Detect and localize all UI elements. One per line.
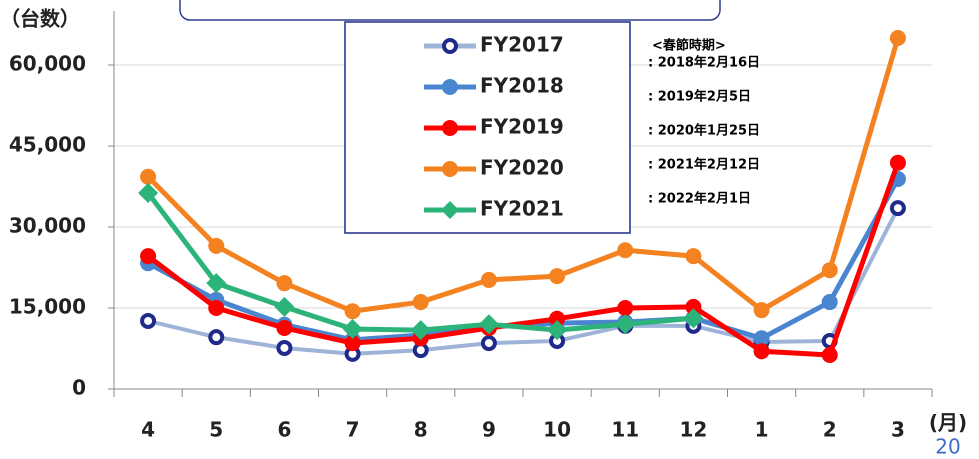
marker: [549, 310, 566, 327]
marker: [276, 339, 293, 356]
x-tick-label: 9: [482, 418, 496, 442]
title-box: [179, 0, 721, 21]
marker: [274, 296, 295, 317]
legend-marker: [442, 120, 458, 136]
y-tick-label: 0: [72, 376, 86, 400]
marker: [547, 320, 568, 341]
marker: [276, 275, 293, 292]
x-tick-label: 8: [414, 418, 428, 442]
y-tick-label: 60,000: [9, 52, 86, 76]
marker: [140, 312, 157, 329]
x-tick-label: 1: [755, 418, 769, 442]
marker: [478, 314, 499, 335]
legend-marker: [442, 79, 458, 95]
marker: [683, 308, 704, 329]
legend-label: FY2020: [480, 156, 564, 180]
marker: [206, 273, 227, 294]
x-tick-label: 3: [891, 418, 905, 442]
x-tick-label: 12: [679, 418, 707, 442]
annotation: : 2022年2月1日: [648, 191, 751, 207]
x-tick-label: 6: [277, 418, 291, 442]
marker: [410, 320, 431, 341]
marker: [412, 294, 429, 311]
y-tick-label: 45,000: [9, 133, 86, 157]
annotation: : 2021年2月12日: [648, 157, 760, 173]
legend-box: [344, 21, 631, 234]
marker: [889, 200, 906, 217]
marker: [480, 271, 497, 288]
line: [146, 37, 901, 314]
marker: [276, 319, 293, 336]
marker: [615, 314, 636, 335]
marker: [549, 268, 566, 285]
annotation: : 2020年1月25日: [648, 123, 760, 139]
series: [138, 182, 704, 341]
x-tick-label: 2: [823, 418, 837, 442]
annotation: : 2019年2月5日: [648, 89, 751, 105]
x-unit-label: (月): [929, 411, 967, 435]
marker: [208, 237, 225, 254]
marker: [685, 248, 702, 265]
marker: [753, 302, 770, 319]
x-tick-label: 11: [611, 418, 639, 442]
marker: [821, 262, 838, 279]
y-tick-label: 30,000: [9, 214, 86, 238]
marker: [342, 319, 363, 340]
x-tick-label: 10: [543, 418, 571, 442]
line: [146, 161, 901, 358]
legend-marker: [442, 38, 458, 54]
marker: [208, 300, 225, 316]
line: [147, 207, 900, 356]
marker: [480, 335, 497, 352]
y-tick-label: 15,000: [9, 295, 86, 319]
marker: [821, 294, 838, 311]
marker: [889, 154, 906, 171]
page-number: 20: [935, 435, 960, 459]
series: [140, 30, 906, 320]
marker: [617, 242, 634, 259]
marker: [617, 300, 634, 316]
x-tick-label: 4: [141, 418, 155, 442]
legend-label: FY2019: [480, 115, 564, 139]
marker: [889, 30, 906, 46]
legend-label: FY2021: [480, 197, 564, 221]
marker: [685, 298, 702, 315]
marker: [344, 335, 361, 352]
marker: [344, 303, 361, 320]
marker: [208, 329, 225, 346]
marker: [140, 168, 157, 185]
legend-label: FY2018: [480, 74, 564, 98]
legend-marker: [441, 201, 459, 219]
marker: [821, 346, 838, 363]
x-tick-label: 7: [346, 418, 360, 442]
marker: [753, 343, 770, 360]
marker: [138, 182, 159, 203]
annotation: <春節時期>: [652, 38, 726, 54]
legend-label: FY2017: [480, 33, 564, 57]
marker: [753, 330, 770, 347]
unit-label: （台数）: [0, 7, 80, 31]
x-tick-label: 5: [209, 418, 223, 442]
legend-marker: [442, 161, 458, 177]
annotation: : 2018年2月16日: [648, 55, 760, 71]
marker: [140, 248, 157, 265]
